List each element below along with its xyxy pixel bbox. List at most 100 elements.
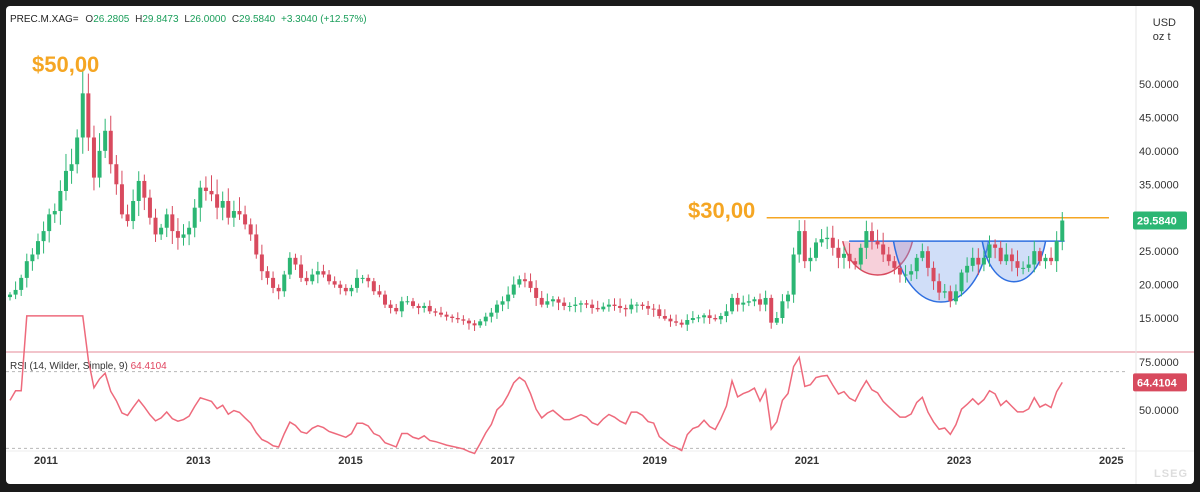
candle-body xyxy=(203,187,208,191)
candle-body xyxy=(813,242,818,258)
candle-body xyxy=(405,301,410,303)
candle-body xyxy=(399,301,404,312)
peak-annotation: $50,00 xyxy=(32,52,99,77)
candle-body xyxy=(998,247,1003,262)
candle-body xyxy=(231,211,236,218)
candle-body xyxy=(1037,251,1042,262)
candle-body xyxy=(170,214,175,232)
candle-body xyxy=(886,254,891,262)
low-label: L xyxy=(184,14,190,25)
candle-body xyxy=(47,214,52,232)
candle-body xyxy=(758,299,763,305)
candle-body xyxy=(416,305,421,308)
candle-body xyxy=(1004,254,1009,262)
candle-body xyxy=(522,279,527,282)
candle-body xyxy=(841,253,846,258)
candle-body xyxy=(30,254,35,262)
candle-body xyxy=(349,287,354,292)
candle-body xyxy=(1009,254,1014,262)
last-price-value: 29.5840 xyxy=(1137,215,1177,227)
price-chart[interactable]: 50.000045.000040.000035.000030.000025.00… xyxy=(6,6,1194,484)
candle-body xyxy=(724,311,729,316)
candle-body xyxy=(355,277,360,288)
candle-body xyxy=(730,297,735,312)
rsi-value-badge xyxy=(1133,373,1187,392)
price-axis-tick: 15.0000 xyxy=(1139,313,1179,325)
candle-body xyxy=(209,190,214,195)
open-value: 26.2805 xyxy=(93,14,130,25)
candle-body xyxy=(444,314,449,317)
candle-body xyxy=(478,321,483,326)
change-value: +3.3040 (+12.57%) xyxy=(280,14,367,25)
candle-body xyxy=(500,301,505,305)
candle-body xyxy=(618,305,623,308)
candle-body xyxy=(528,281,533,288)
candle-body xyxy=(394,307,399,312)
candle-body xyxy=(562,302,567,306)
candle-body xyxy=(965,265,970,273)
candle-body xyxy=(909,271,914,275)
candle-body xyxy=(707,315,712,318)
candle-body xyxy=(237,211,242,215)
candle-body xyxy=(937,281,942,293)
candle-body xyxy=(299,264,304,278)
candle-body xyxy=(864,231,869,248)
candle-body xyxy=(763,297,768,305)
candle-body xyxy=(595,307,600,310)
candle-body xyxy=(321,271,326,275)
candle-body xyxy=(573,304,578,306)
candle-body xyxy=(556,299,561,303)
candle-body xyxy=(847,253,852,262)
candle-body xyxy=(769,297,774,323)
candle-body xyxy=(696,317,701,319)
candle-body xyxy=(925,251,930,268)
candle-body xyxy=(52,211,57,215)
candle-body xyxy=(377,291,382,295)
candle-body xyxy=(1015,261,1020,268)
currency-unit: USD oz t xyxy=(1153,16,1176,44)
candle-body xyxy=(1032,251,1037,265)
high-value: 29.8473 xyxy=(142,14,179,25)
candle-body xyxy=(220,201,225,208)
candle-body xyxy=(741,302,746,305)
rsi-label[interactable]: RSI (14, Wilder, Simple, 9) xyxy=(10,361,128,372)
candle-body xyxy=(91,137,96,178)
candle-body xyxy=(584,303,589,305)
candle-body xyxy=(450,316,455,318)
candle-body xyxy=(786,294,791,302)
candle-body xyxy=(159,227,164,235)
candle-body xyxy=(634,304,639,306)
candle-body xyxy=(774,318,779,323)
cup-pattern-fill xyxy=(893,241,989,303)
candle-body xyxy=(97,150,102,178)
candle-body xyxy=(791,254,796,295)
candle-body xyxy=(612,304,617,306)
candle-body xyxy=(836,247,841,258)
candle-body xyxy=(254,234,259,255)
candle-body xyxy=(24,261,29,278)
candle-body xyxy=(304,277,309,282)
candle-body xyxy=(993,244,998,248)
candle-body xyxy=(590,304,595,308)
candle-body xyxy=(802,231,807,262)
candle-body xyxy=(494,304,499,313)
candle-body xyxy=(332,281,337,285)
candle-body xyxy=(892,261,897,268)
time-axis-tick: 2021 xyxy=(795,455,819,467)
candle-body xyxy=(75,137,80,165)
candle-body xyxy=(545,301,550,305)
price-axis-tick: 45.0000 xyxy=(1139,112,1179,124)
candle-body xyxy=(718,315,723,320)
candle-body xyxy=(830,237,835,248)
candle-body xyxy=(41,231,46,242)
candle-body xyxy=(629,304,634,310)
candle-body xyxy=(920,251,925,258)
candle-body xyxy=(959,272,964,292)
rsi-legend: RSI (14, Wilder, Simple, 9) 64.4104 xyxy=(10,361,167,372)
candle-body xyxy=(674,321,679,323)
symbol-label[interactable]: PREC.M.XAG= xyxy=(10,14,79,25)
candle-body xyxy=(310,274,315,282)
candle-body xyxy=(539,297,544,305)
candle-body xyxy=(1021,267,1026,269)
candle-body xyxy=(702,315,707,318)
